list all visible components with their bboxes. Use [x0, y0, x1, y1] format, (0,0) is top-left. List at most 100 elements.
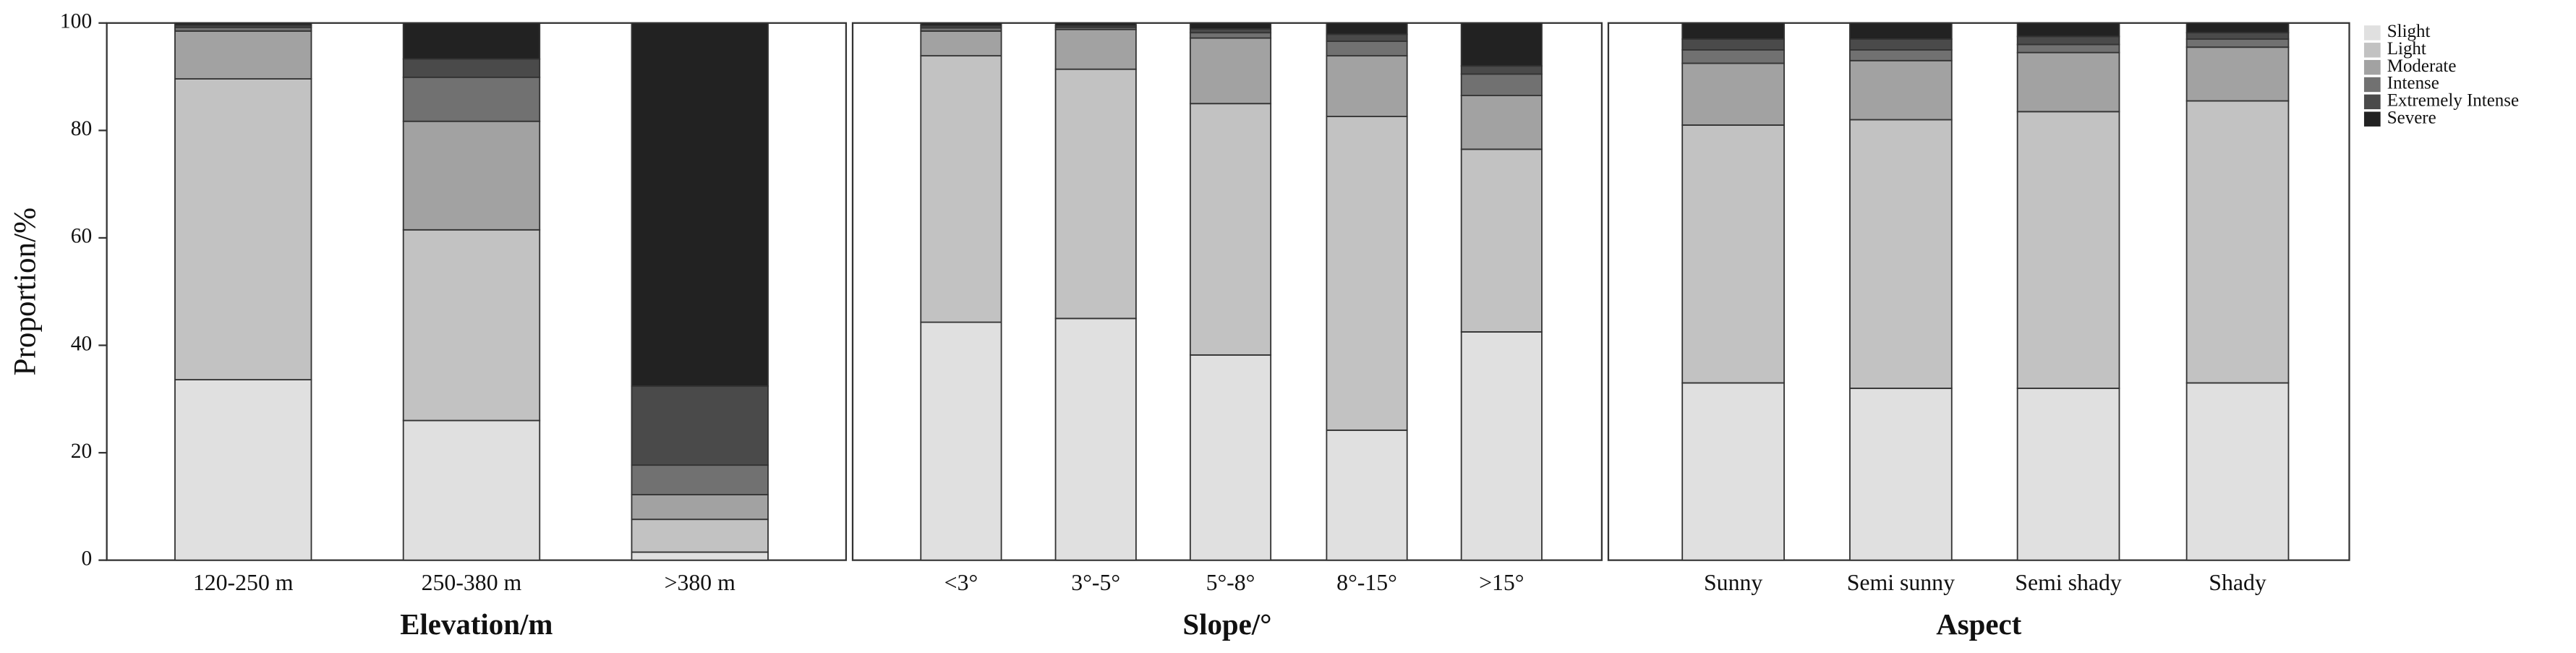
bar-segment: [1681, 62, 1785, 126]
bar-segment: [1681, 22, 1785, 40]
x-tick-label: >380 m: [665, 570, 736, 595]
bar-segment: [1054, 28, 1137, 70]
bar-segment: [631, 518, 769, 553]
bar-segment: [402, 58, 541, 78]
bar-segment: [1326, 116, 1408, 431]
y-tick-label: 20: [71, 440, 93, 463]
x-tick-label: 5°-8°: [1206, 570, 1255, 595]
bar-segment: [1849, 22, 1953, 40]
bar-segment: [631, 385, 769, 466]
x-tick-label: 3°-5°: [1071, 570, 1120, 595]
bar-segment: [174, 379, 312, 561]
bar-segment: [1189, 37, 1272, 105]
legend-label: Extremely Intense: [2387, 91, 2519, 111]
bar-segment: [1054, 317, 1137, 561]
legend-swatch: [2363, 43, 2381, 58]
legend-swatch: [2363, 77, 2381, 93]
bar-segment: [920, 22, 1002, 27]
bar-segment: [1681, 49, 1785, 64]
x-tick-label: 120-250 m: [193, 570, 294, 595]
bar-segment: [2016, 22, 2120, 38]
bar-segment: [1326, 40, 1408, 57]
y-tick-label: 80: [71, 117, 93, 140]
x-axis-title: Slope/°: [1182, 608, 1271, 641]
bar-segment: [2185, 100, 2290, 384]
bar-segment: [402, 229, 541, 422]
x-axis-title: Elevation/m: [400, 608, 553, 641]
legend-label: Slight: [2387, 22, 2431, 41]
x-tick-label: Shady: [2209, 570, 2266, 595]
bar-segment: [2016, 111, 2120, 389]
bar-segment: [174, 78, 312, 380]
bar-segment: [174, 30, 312, 80]
bar-segment: [2016, 35, 2120, 46]
bar-segment: [1681, 38, 1785, 51]
bar-segment: [1460, 95, 1543, 150]
bar-segment: [402, 22, 541, 60]
bar-segment: [1326, 33, 1408, 42]
bar-segment: [2016, 51, 2120, 113]
bar-segment: [1189, 32, 1272, 39]
plot-frame: [1607, 22, 2350, 561]
x-tick-label: Sunny: [1704, 570, 1762, 595]
bar-segment: [1460, 22, 1543, 67]
bar-segment: [1849, 388, 1953, 561]
legend-label: Severe: [2387, 108, 2436, 127]
bar-segment: [2185, 382, 2290, 561]
bar-segment: [631, 551, 769, 561]
bar-segment: [1849, 38, 1953, 51]
bar-segment: [2185, 46, 2290, 102]
bar-segment: [1681, 124, 1785, 384]
bar-segment: [920, 321, 1002, 561]
bar-segment: [631, 464, 769, 495]
y-tick-label: 0: [81, 547, 92, 570]
bar-segment: [402, 120, 541, 231]
x-tick-label: 250-380 m: [422, 570, 522, 595]
bar-segment: [1849, 59, 1953, 121]
bar-segment: [1189, 354, 1272, 561]
legend-label: Light: [2387, 39, 2426, 59]
bar-segment: [631, 22, 769, 387]
bar-segment: [2016, 388, 2120, 561]
bar-segment: [1681, 382, 1785, 561]
bar-segment: [2185, 38, 2290, 48]
bar-segment: [1849, 49, 1953, 61]
legend-swatch: [2363, 94, 2381, 110]
bar-segment: [2185, 32, 2290, 40]
bar-segment: [920, 30, 1002, 57]
bar-segment: [1326, 22, 1408, 35]
bar-segment: [1189, 22, 1272, 30]
x-tick-label: >15°: [1479, 570, 1524, 595]
bar-segment: [1326, 429, 1408, 561]
bar-segment: [1460, 65, 1543, 75]
bar-segment: [1460, 331, 1543, 561]
legend-label: Intense: [2387, 74, 2439, 93]
bar-segment: [1460, 148, 1543, 333]
bar-segment: [174, 22, 312, 26]
x-tick-label: 8°-15°: [1336, 570, 1397, 595]
legend-swatch: [2363, 59, 2381, 75]
legend-swatch: [2363, 25, 2381, 40]
bar-segment: [1054, 22, 1137, 27]
x-tick-label: Semi shady: [2015, 570, 2122, 595]
bar-segment: [2016, 43, 2120, 54]
y-axis-title: Proportion/%: [9, 208, 43, 376]
y-tick-label: 60: [71, 225, 93, 248]
y-tick-label: 100: [60, 10, 92, 33]
x-tick-label: <3°: [944, 570, 978, 595]
bar-segment: [1189, 103, 1272, 356]
bar-segment: [631, 494, 769, 521]
bar-segment: [402, 419, 541, 561]
y-tick-label: 40: [71, 332, 93, 355]
bar-segment: [1326, 55, 1408, 117]
legend-label: Moderate: [2387, 56, 2457, 76]
legend-swatch: [2363, 111, 2381, 127]
bar-segment: [402, 76, 541, 122]
bar-segment: [920, 55, 1002, 323]
bar-segment: [2185, 22, 2290, 34]
x-tick-label: Semi sunny: [1847, 570, 1955, 595]
bar-segment: [1054, 68, 1137, 320]
bar-segment: [1849, 119, 1953, 389]
x-axis-title: Aspect: [1936, 608, 2021, 641]
